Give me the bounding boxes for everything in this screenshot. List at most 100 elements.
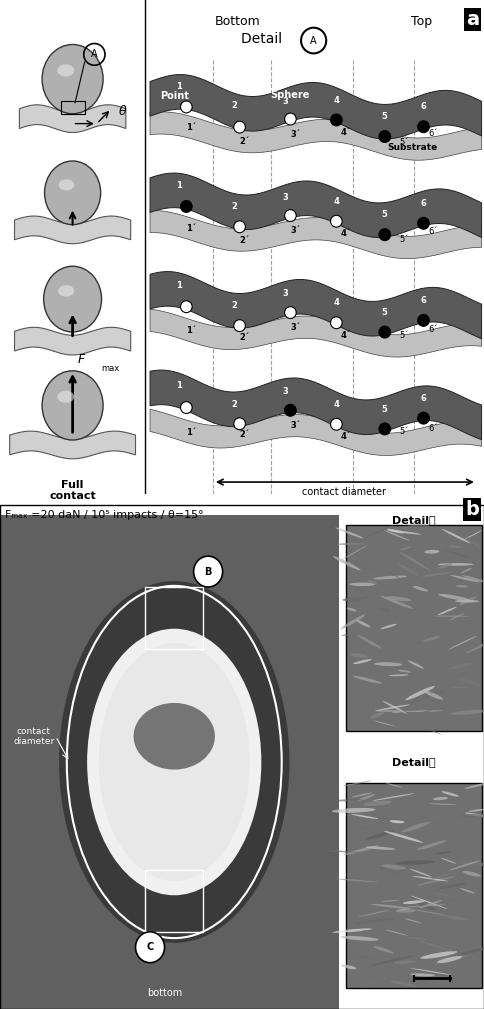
Ellipse shape <box>416 902 436 910</box>
Text: F: F <box>77 353 85 366</box>
Ellipse shape <box>430 874 451 880</box>
Ellipse shape <box>389 572 400 578</box>
Circle shape <box>234 221 245 233</box>
Circle shape <box>285 405 296 416</box>
Text: DetailⓈ: DetailⓈ <box>392 757 436 767</box>
Text: 6´: 6´ <box>428 325 438 334</box>
Ellipse shape <box>350 653 367 658</box>
Polygon shape <box>15 327 131 355</box>
Ellipse shape <box>57 65 75 77</box>
Ellipse shape <box>412 876 448 881</box>
Ellipse shape <box>342 596 369 601</box>
Circle shape <box>234 320 245 332</box>
Text: C: C <box>147 942 153 952</box>
Circle shape <box>234 418 245 430</box>
Ellipse shape <box>448 636 477 650</box>
Ellipse shape <box>437 956 462 964</box>
Text: 2´: 2´ <box>240 235 249 244</box>
Ellipse shape <box>384 531 409 541</box>
Ellipse shape <box>462 575 484 583</box>
Text: 6: 6 <box>421 103 426 111</box>
Text: Fₘₐₓ =20 daN / 10⁵ impacts / θ=15°: Fₘₐₓ =20 daN / 10⁵ impacts / θ=15° <box>5 510 203 520</box>
Ellipse shape <box>441 791 459 797</box>
Ellipse shape <box>465 782 484 789</box>
Text: 3´: 3´ <box>290 323 300 332</box>
Ellipse shape <box>57 390 75 403</box>
Ellipse shape <box>449 613 465 621</box>
Ellipse shape <box>343 780 372 786</box>
Ellipse shape <box>438 563 474 566</box>
Text: 2: 2 <box>232 101 238 110</box>
Circle shape <box>181 101 192 113</box>
Ellipse shape <box>429 816 439 819</box>
Polygon shape <box>150 174 482 237</box>
Ellipse shape <box>405 525 430 529</box>
Text: 5: 5 <box>382 405 388 414</box>
Ellipse shape <box>397 908 408 911</box>
Ellipse shape <box>370 712 384 718</box>
Circle shape <box>418 413 429 424</box>
Circle shape <box>181 201 192 212</box>
Polygon shape <box>15 216 131 244</box>
Circle shape <box>285 113 296 125</box>
Ellipse shape <box>449 546 462 548</box>
Text: bottom: bottom <box>147 989 182 999</box>
Ellipse shape <box>386 596 411 601</box>
Ellipse shape <box>340 936 379 940</box>
Circle shape <box>379 130 391 142</box>
Ellipse shape <box>353 659 372 664</box>
Bar <box>0 515 339 1009</box>
Ellipse shape <box>360 979 388 988</box>
Circle shape <box>136 932 165 963</box>
Text: 5´: 5´ <box>399 235 409 244</box>
Text: 1´: 1´ <box>186 428 196 437</box>
Circle shape <box>285 210 296 222</box>
Ellipse shape <box>359 525 393 541</box>
Ellipse shape <box>348 956 379 960</box>
Ellipse shape <box>420 951 457 959</box>
Ellipse shape <box>370 952 389 959</box>
Text: 2´: 2´ <box>240 430 249 439</box>
Ellipse shape <box>445 550 469 558</box>
Text: 3´: 3´ <box>290 130 300 139</box>
Text: 1: 1 <box>176 281 182 290</box>
Ellipse shape <box>434 892 458 898</box>
Text: 5´: 5´ <box>399 138 409 147</box>
Ellipse shape <box>406 686 435 700</box>
Polygon shape <box>150 309 482 357</box>
Circle shape <box>379 229 391 240</box>
Text: 10 μm: 10 μm <box>417 961 448 971</box>
Text: Sphere: Sphere <box>271 90 310 100</box>
Ellipse shape <box>404 710 442 712</box>
Text: 6: 6 <box>421 199 426 208</box>
Text: 2: 2 <box>232 400 238 409</box>
Text: 3´: 3´ <box>290 226 300 235</box>
Circle shape <box>379 423 391 435</box>
Ellipse shape <box>416 705 444 715</box>
Ellipse shape <box>376 710 398 711</box>
Ellipse shape <box>465 812 484 817</box>
Ellipse shape <box>412 909 447 916</box>
Ellipse shape <box>374 662 402 666</box>
Ellipse shape <box>459 862 484 866</box>
Ellipse shape <box>411 896 448 909</box>
Ellipse shape <box>435 852 452 855</box>
Ellipse shape <box>461 568 472 573</box>
Circle shape <box>418 217 429 229</box>
Ellipse shape <box>456 946 484 956</box>
Ellipse shape <box>423 636 441 642</box>
Circle shape <box>234 121 245 133</box>
Ellipse shape <box>357 635 382 649</box>
Circle shape <box>285 307 296 319</box>
Ellipse shape <box>358 910 390 917</box>
Bar <box>346 526 482 732</box>
Ellipse shape <box>381 865 406 870</box>
Text: 2´: 2´ <box>240 137 249 145</box>
Ellipse shape <box>373 575 407 579</box>
Text: DetailⒷ: DetailⒷ <box>392 515 436 525</box>
Ellipse shape <box>389 674 409 676</box>
Ellipse shape <box>423 711 461 717</box>
Text: B: B <box>204 567 212 576</box>
Text: Substrate: Substrate <box>387 143 438 152</box>
Text: 1´: 1´ <box>186 123 196 132</box>
